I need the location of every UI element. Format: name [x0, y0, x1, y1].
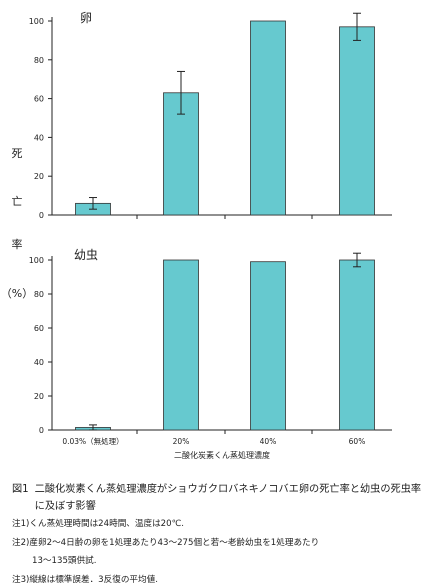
note-1: 注1)くん蒸処理時間は24時間、温度は20℃.	[12, 519, 184, 529]
y-tick-label: 100	[29, 17, 44, 26]
egg-panel-label: 卵	[80, 11, 92, 25]
x-tick-label: 20%	[173, 437, 190, 446]
x-tick-label: 40%	[260, 437, 277, 446]
note-3: 注3)縦線は標準誤差．3反復の平均値.	[12, 575, 158, 585]
y-tick-label: 60	[34, 95, 44, 104]
note-2-continued: 13～135頭供試.	[32, 556, 97, 566]
y-tick-label: 60	[34, 324, 44, 333]
y-tick-label: 0	[39, 426, 44, 435]
y-tick-label: 20	[34, 172, 44, 181]
figure-number: 図1	[12, 484, 29, 495]
y-tick-label: 100	[29, 256, 44, 265]
x-tick-label: 60%	[349, 437, 366, 446]
y-axis-label: 死亡率 （%）	[1, 147, 33, 300]
note-2: 注2)産卵2～4日齢の卵を1処理あたり43～275個と若～老齢幼虫を1処理あたり	[12, 538, 320, 548]
figure-title: 二酸化炭素くん蒸処理濃度がショウガクロバネキノコバエ卵の死亡率と幼虫の死虫率に及…	[34, 484, 422, 512]
egg-chart-panel: 0 20 40 60 80 100 卵	[29, 11, 392, 220]
y-tick-label: 40	[34, 133, 44, 142]
larva-bar	[250, 261, 286, 431]
figure: 0 20 40 60 80 100 卵 0 20 40 60 80 100 幼虫 0.03%（無処理） 20…	[1, 11, 392, 460]
egg-bar	[339, 26, 375, 216]
y-tick-label: 0	[39, 211, 44, 220]
egg-bar	[250, 20, 286, 216]
y-tick-label: 40	[34, 358, 44, 367]
y-axis-label-char: 死	[12, 147, 23, 160]
larva-bar	[339, 259, 375, 431]
x-axis-label: 二酸化炭素くん蒸処理濃度	[174, 450, 270, 460]
y-axis-label-char: 率	[12, 237, 23, 251]
y-axis-label-char: （%）	[1, 287, 33, 300]
x-tick-label: 0.03%（無処理）	[62, 436, 123, 446]
y-tick-label: 20	[34, 392, 44, 401]
y-axis-label-char: 亡	[12, 194, 23, 208]
figure-caption: 図1 二酸化炭素くん蒸処理濃度がショウガクロバネキノコバエ卵の死亡率と幼虫の死虫…	[12, 481, 422, 515]
y-tick-label: 80	[34, 290, 44, 299]
larva-chart-panel: 0 20 40 60 80 100 幼虫 0.03%（無処理） 20% 40% 60%	[29, 248, 392, 446]
larva-bar	[163, 259, 199, 431]
larva-panel-label: 幼虫	[74, 248, 98, 262]
y-tick-label: 80	[34, 56, 44, 65]
